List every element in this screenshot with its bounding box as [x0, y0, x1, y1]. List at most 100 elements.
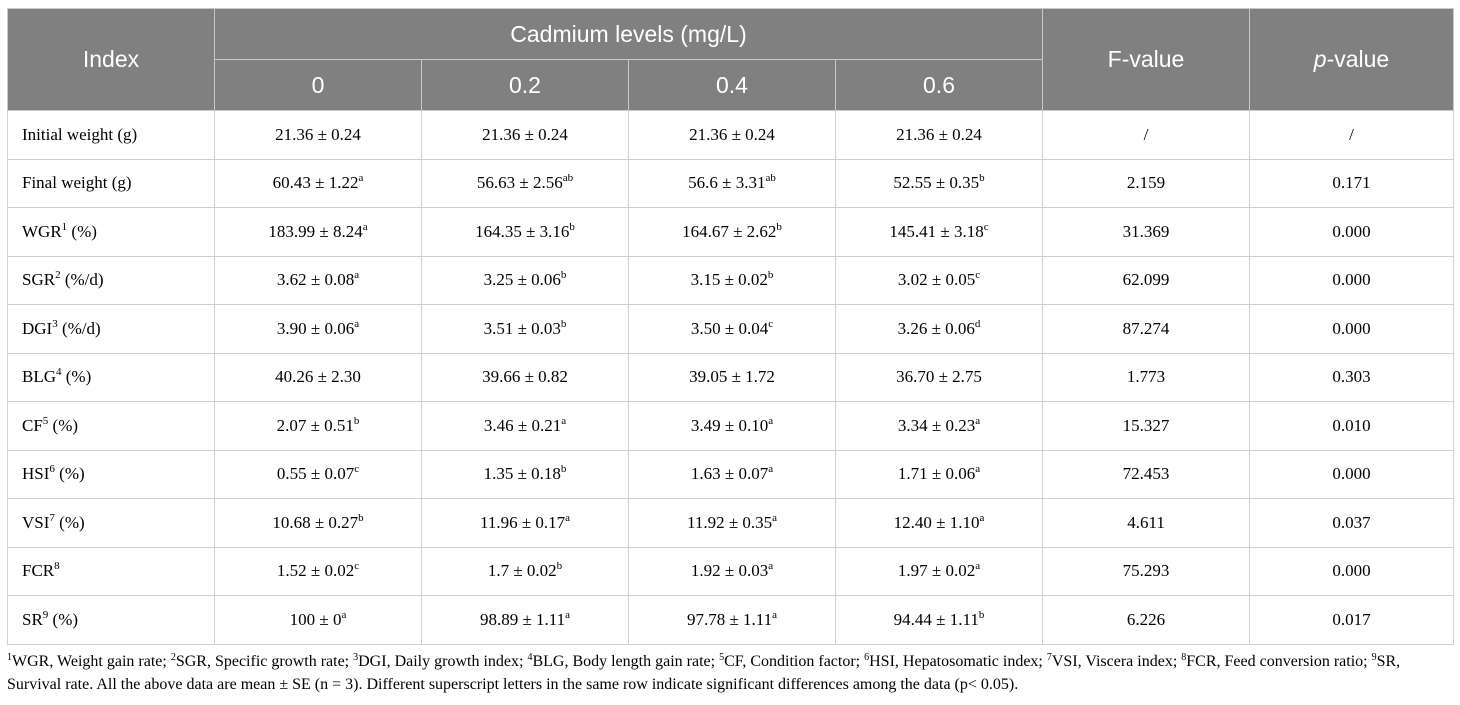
header-cadmium-levels: Cadmium levels (mg/L) — [213, 8, 1044, 60]
header-level-2: 0.4 — [628, 59, 836, 111]
p-letter: p — [1313, 46, 1327, 72]
value-cell: 1.7 ± 0.02b — [421, 546, 629, 596]
value-cell: 1.52 ± 0.02c — [214, 546, 422, 596]
value-cell: 164.35 ± 3.16b — [421, 207, 629, 257]
growth-performance-table: Index Cadmium levels (mg/L) F-value p-va… — [7, 8, 1455, 645]
row-label: Initial weight (g) — [7, 110, 215, 160]
header-index: Index — [7, 8, 215, 111]
table-row: Initial weight (g) 21.36 ± 0.24 21.36 ± 0.… — [7, 110, 1455, 160]
table-row: CF5 (%) 2.07 ± 0.51b 3.46 ± 0.21a 3.49 ± 0.… — [7, 401, 1455, 451]
value-cell: 3.51 ± 0.03b — [421, 304, 629, 354]
p-value-cell: 0.010 — [1249, 401, 1455, 451]
row-label: VSI7 (%) — [7, 498, 215, 548]
footnote-text: HSI, Hepatosomatic index; — [869, 653, 1047, 670]
footnote-text: VSI, Viscera index; — [1051, 653, 1182, 670]
footnote-marker: 8 — [1181, 652, 1187, 663]
footnote-text: CF, Condition factor; — [724, 653, 865, 670]
value-cell: 98.89 ± 1.11a — [421, 595, 629, 645]
value-cell: 145.41 ± 3.18c — [834, 207, 1044, 257]
footnote-marker: 6 — [864, 652, 870, 663]
value-cell: 21.36 ± 0.24 — [421, 110, 629, 160]
footnote-text: BLG, Body length gain rate; — [532, 653, 720, 670]
f-value-cell: 62.099 — [1042, 255, 1251, 305]
value-cell: 3.49 ± 0.10a — [628, 401, 836, 451]
f-value-cell: 72.453 — [1042, 449, 1251, 499]
f-value-cell: / — [1042, 110, 1251, 160]
table-row: SGR2 (%/d) 3.62 ± 0.08a 3.25 ± 0.06b 3.15 ±… — [7, 255, 1455, 305]
value-cell: 39.05 ± 1.72 — [628, 352, 836, 402]
footnote-marker: 3 — [353, 652, 359, 663]
row-label: Final weight (g) — [7, 158, 215, 208]
value-cell: 3.25 ± 0.06b — [421, 255, 629, 305]
table-row: HSI6 (%) 0.55 ± 0.07c 1.35 ± 0.18b 1.63 ± 0… — [7, 449, 1455, 499]
f-value-cell: 31.369 — [1042, 207, 1251, 257]
p-value-cell: 0.171 — [1249, 158, 1455, 208]
value-cell: 3.62 ± 0.08a — [214, 255, 422, 305]
f-value-cell: 6.226 — [1042, 595, 1251, 645]
table-row: VSI7 (%) 10.68 ± 0.27b 11.96 ± 0.17a 11.92 … — [7, 498, 1455, 548]
f-value-cell: 2.159 — [1042, 158, 1251, 208]
value-cell: 94.44 ± 1.11b — [834, 595, 1044, 645]
value-cell: 10.68 ± 0.27b — [214, 498, 422, 548]
value-cell: 21.36 ± 0.24 — [214, 110, 422, 160]
footnote-marker: 1 — [7, 652, 12, 663]
value-cell: 21.36 ± 0.24 — [834, 110, 1044, 160]
value-cell: 3.90 ± 0.06a — [214, 304, 422, 354]
header-level-1: 0.2 — [421, 59, 629, 111]
table-row: SR9 (%) 100 ± 0a 98.89 ± 1.11a 97.78 ± 1.11… — [7, 595, 1455, 645]
value-cell: 1.63 ± 0.07a — [628, 449, 836, 499]
value-cell: 21.36 ± 0.24 — [628, 110, 836, 160]
p-value-cell: 0.000 — [1249, 304, 1455, 354]
footnote-text: SR, Survival rate. All the above data ar… — [7, 653, 1401, 693]
table-row: BLG4 (%) 40.26 ± 2.30 39.66 ± 0.82 39.05 ± … — [7, 352, 1455, 402]
row-label: SR9 (%) — [7, 595, 215, 645]
value-cell: 1.35 ± 0.18b — [421, 449, 629, 499]
value-cell: 11.96 ± 0.17a — [421, 498, 629, 548]
p-value-cell: 0.000 — [1249, 255, 1455, 305]
header-p-value: p-value — [1249, 8, 1455, 111]
value-cell: 3.26 ± 0.06d — [834, 304, 1044, 354]
value-cell: 56.6 ± 3.31ab — [628, 158, 836, 208]
value-cell: 36.70 ± 2.75 — [834, 352, 1044, 402]
row-label: DGI3 (%/d) — [7, 304, 215, 354]
value-cell: 3.34 ± 0.23a — [834, 401, 1044, 451]
f-value-cell: 75.293 — [1042, 546, 1251, 596]
footnote-text: FCR, Feed conversion ratio; — [1186, 653, 1372, 670]
table-row: WGR1 (%) 183.99 ± 8.24a 164.35 ± 3.16b 164.… — [7, 207, 1455, 257]
value-cell: 3.15 ± 0.02b — [628, 255, 836, 305]
f-value-cell: 15.327 — [1042, 401, 1251, 451]
table-row: DGI3 (%/d) 3.90 ± 0.06a 3.51 ± 0.03b 3.50 ±… — [7, 304, 1455, 354]
row-label: WGR1 (%) — [7, 207, 215, 257]
value-cell: 1.92 ± 0.03a — [628, 546, 836, 596]
table-body: Initial weight (g) 21.36 ± 0.24 21.36 ± 0.… — [7, 110, 1455, 645]
value-cell: 12.40 ± 1.10a — [834, 498, 1044, 548]
value-cell: 60.43 ± 1.22a — [214, 158, 422, 208]
value-cell: 3.02 ± 0.05c — [834, 255, 1044, 305]
value-cell: 0.55 ± 0.07c — [214, 449, 422, 499]
footnote-marker: 2 — [170, 652, 176, 663]
value-cell: 39.66 ± 0.82 — [421, 352, 629, 402]
value-cell: 40.26 ± 2.30 — [214, 352, 422, 402]
p-value-cell: 0.017 — [1249, 595, 1455, 645]
value-cell: 56.63 ± 2.56ab — [421, 158, 629, 208]
table-row: FCR8 1.52 ± 0.02c 1.7 ± 0.02b 1.92 ± 0.03a 1… — [7, 546, 1455, 596]
value-cell: 52.55 ± 0.35b — [834, 158, 1044, 208]
row-label: HSI6 (%) — [7, 449, 215, 499]
p-value-suffix: -value — [1326, 46, 1390, 72]
value-cell: 11.92 ± 0.35a — [628, 498, 836, 548]
row-label: CF5 (%) — [7, 401, 215, 451]
value-cell: 97.78 ± 1.11a — [628, 595, 836, 645]
table-row: Final weight (g) 60.43 ± 1.22a 56.63 ± 2.5… — [7, 158, 1455, 208]
value-cell: 1.71 ± 0.06a — [834, 449, 1044, 499]
p-value-cell: 0.000 — [1249, 546, 1455, 596]
footnote-marker: 7 — [1046, 652, 1052, 663]
value-cell: 1.97 ± 0.02a — [834, 546, 1044, 596]
p-value-cell: 0.303 — [1249, 352, 1455, 402]
table-footnote: 1WGR, Weight gain rate; 2SGR, Specific g… — [7, 650, 1457, 696]
f-value-cell: 1.773 — [1042, 352, 1251, 402]
value-cell: 183.99 ± 8.24a — [214, 207, 422, 257]
footnote-text: SGR, Specific growth rate; — [175, 653, 354, 670]
value-cell: 100 ± 0a — [214, 595, 422, 645]
p-value-cell: / — [1249, 110, 1455, 160]
footnote-marker: 4 — [527, 652, 533, 663]
